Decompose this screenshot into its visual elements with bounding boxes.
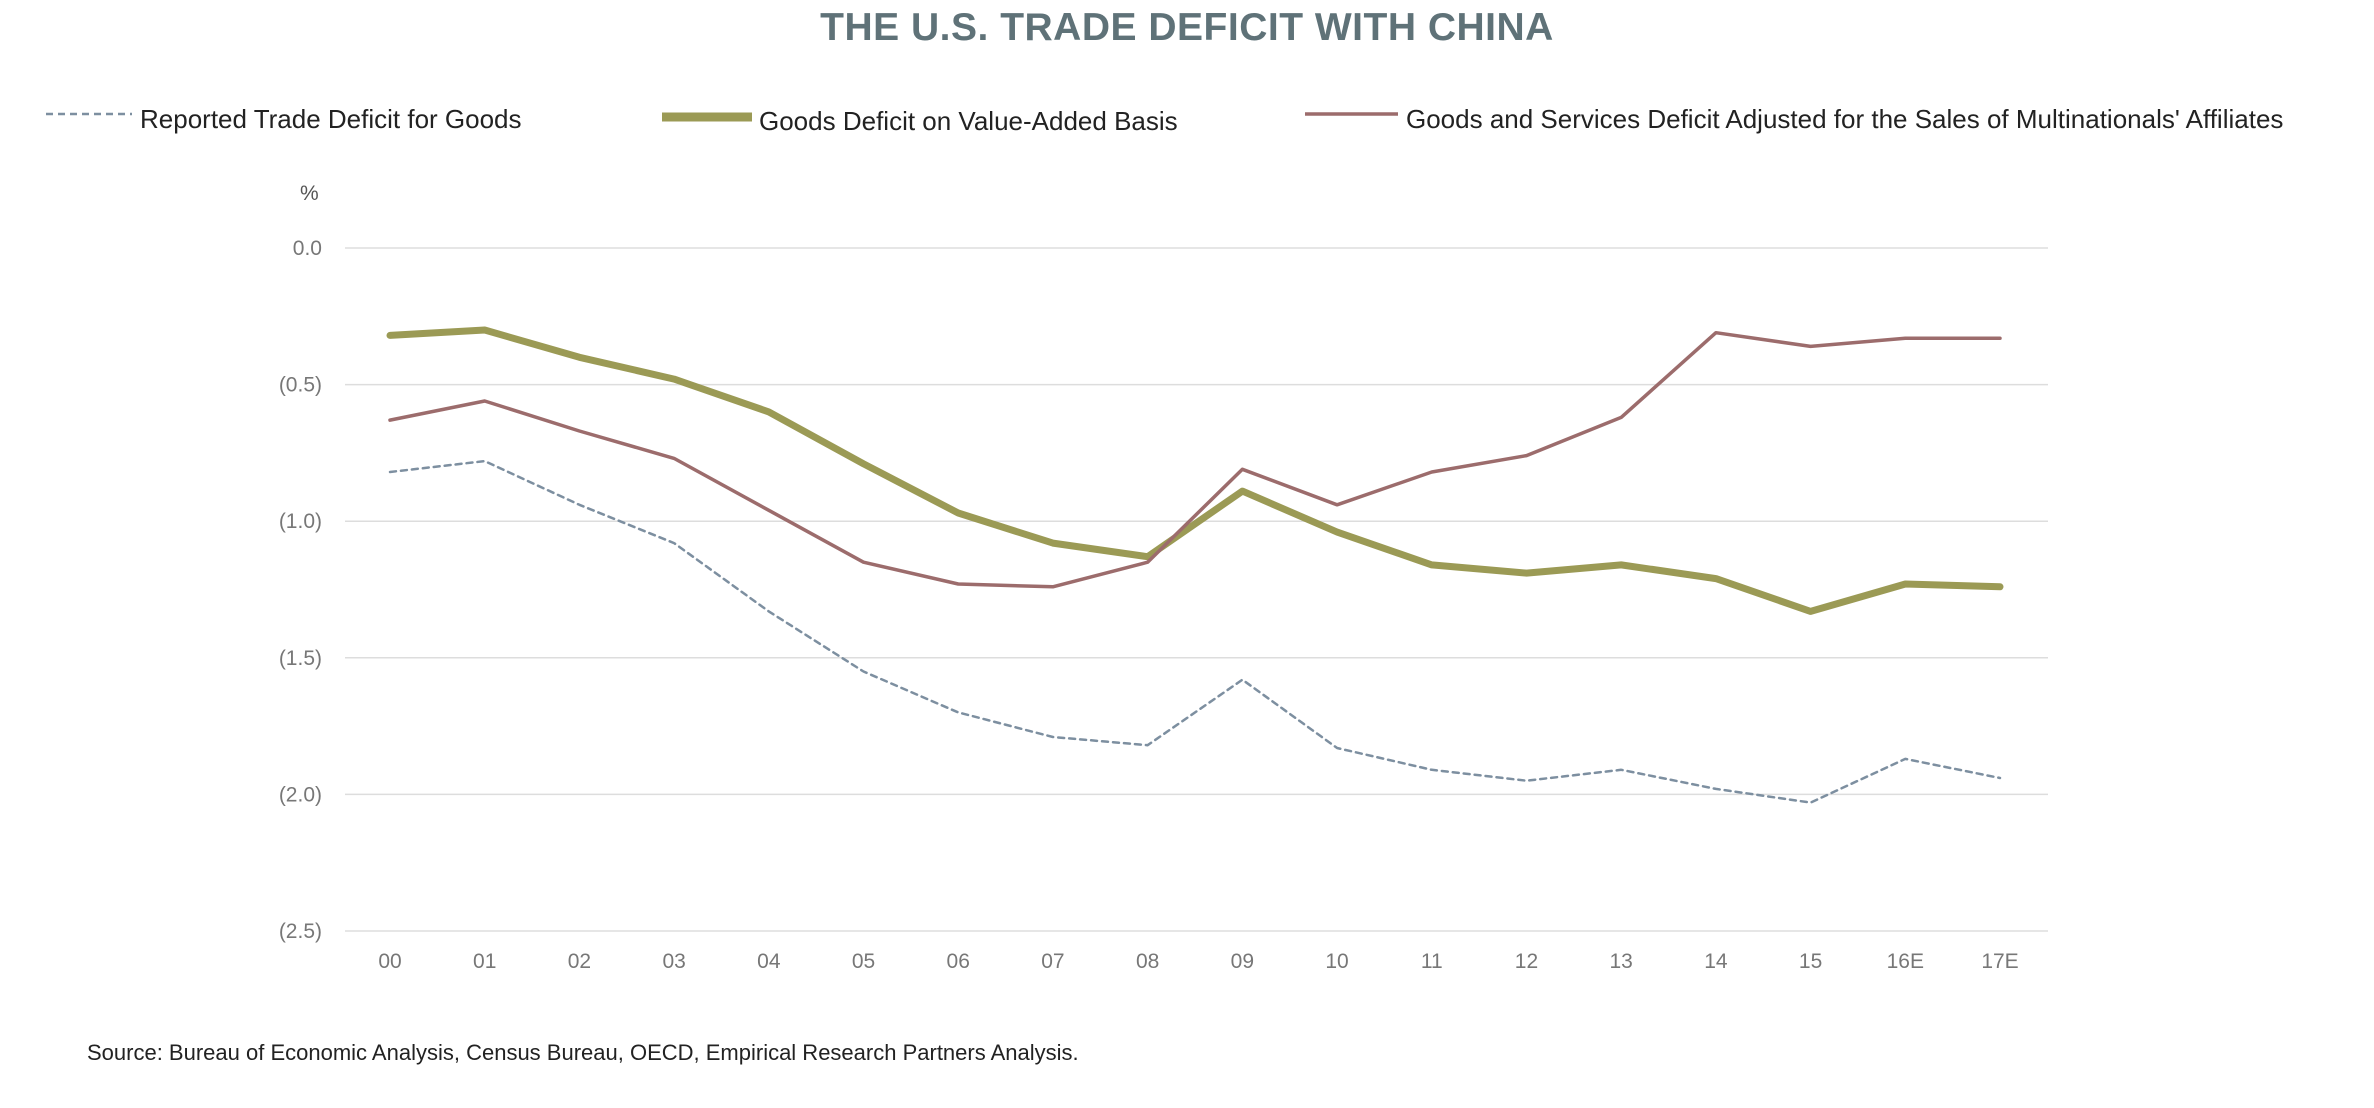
x-tick-label: 12 bbox=[1515, 950, 1538, 973]
x-tick-label: 03 bbox=[662, 950, 685, 973]
x-tick-label: 09 bbox=[1231, 950, 1254, 973]
x-tick-label: 10 bbox=[1325, 950, 1348, 973]
x-tick-label: 05 bbox=[852, 950, 875, 973]
x-tick-label: 06 bbox=[947, 950, 970, 973]
y-tick-label: (1.5) bbox=[279, 647, 322, 670]
y-tick-label: (0.5) bbox=[279, 374, 322, 397]
chart-title: THE U.S. TRADE DEFICIT WITH CHINA bbox=[820, 6, 1554, 49]
y-tick-label: (2.5) bbox=[279, 920, 322, 943]
y-tick-label: (2.0) bbox=[279, 783, 322, 806]
x-tick-label: 00 bbox=[378, 950, 401, 973]
x-tick-label: 17E bbox=[1981, 950, 2018, 973]
x-tick-label: 11 bbox=[1421, 950, 1443, 973]
x-tick-label: 04 bbox=[757, 950, 781, 973]
x-tick-label: 08 bbox=[1136, 950, 1159, 973]
x-tick-label: 07 bbox=[1041, 950, 1064, 973]
x-tick-label: 13 bbox=[1609, 950, 1632, 973]
x-tick-label: 01 bbox=[473, 950, 496, 973]
legend-label-adjusted: Goods and Services Deficit Adjusted for … bbox=[1406, 104, 2284, 134]
y-axis-unit: % bbox=[300, 182, 319, 205]
legend-label-reported: Reported Trade Deficit for Goods bbox=[140, 104, 522, 134]
series-line-adjusted bbox=[388, 330, 2002, 589]
series-line-reported bbox=[388, 459, 2002, 804]
source-note: Source: Bureau of Economic Analysis, Cen… bbox=[87, 1040, 1079, 1065]
x-tick-label: 16E bbox=[1887, 950, 1924, 973]
y-tick-label: 0.0 bbox=[293, 237, 322, 260]
x-tick-label: 15 bbox=[1799, 950, 1822, 973]
x-tick-label: 14 bbox=[1704, 950, 1728, 973]
x-tick-label: 02 bbox=[568, 950, 591, 973]
legend-label-value-added: Goods Deficit on Value-Added Basis bbox=[759, 106, 1178, 136]
y-tick-label: (1.0) bbox=[279, 510, 322, 533]
series-line-value-added bbox=[386, 326, 2004, 615]
